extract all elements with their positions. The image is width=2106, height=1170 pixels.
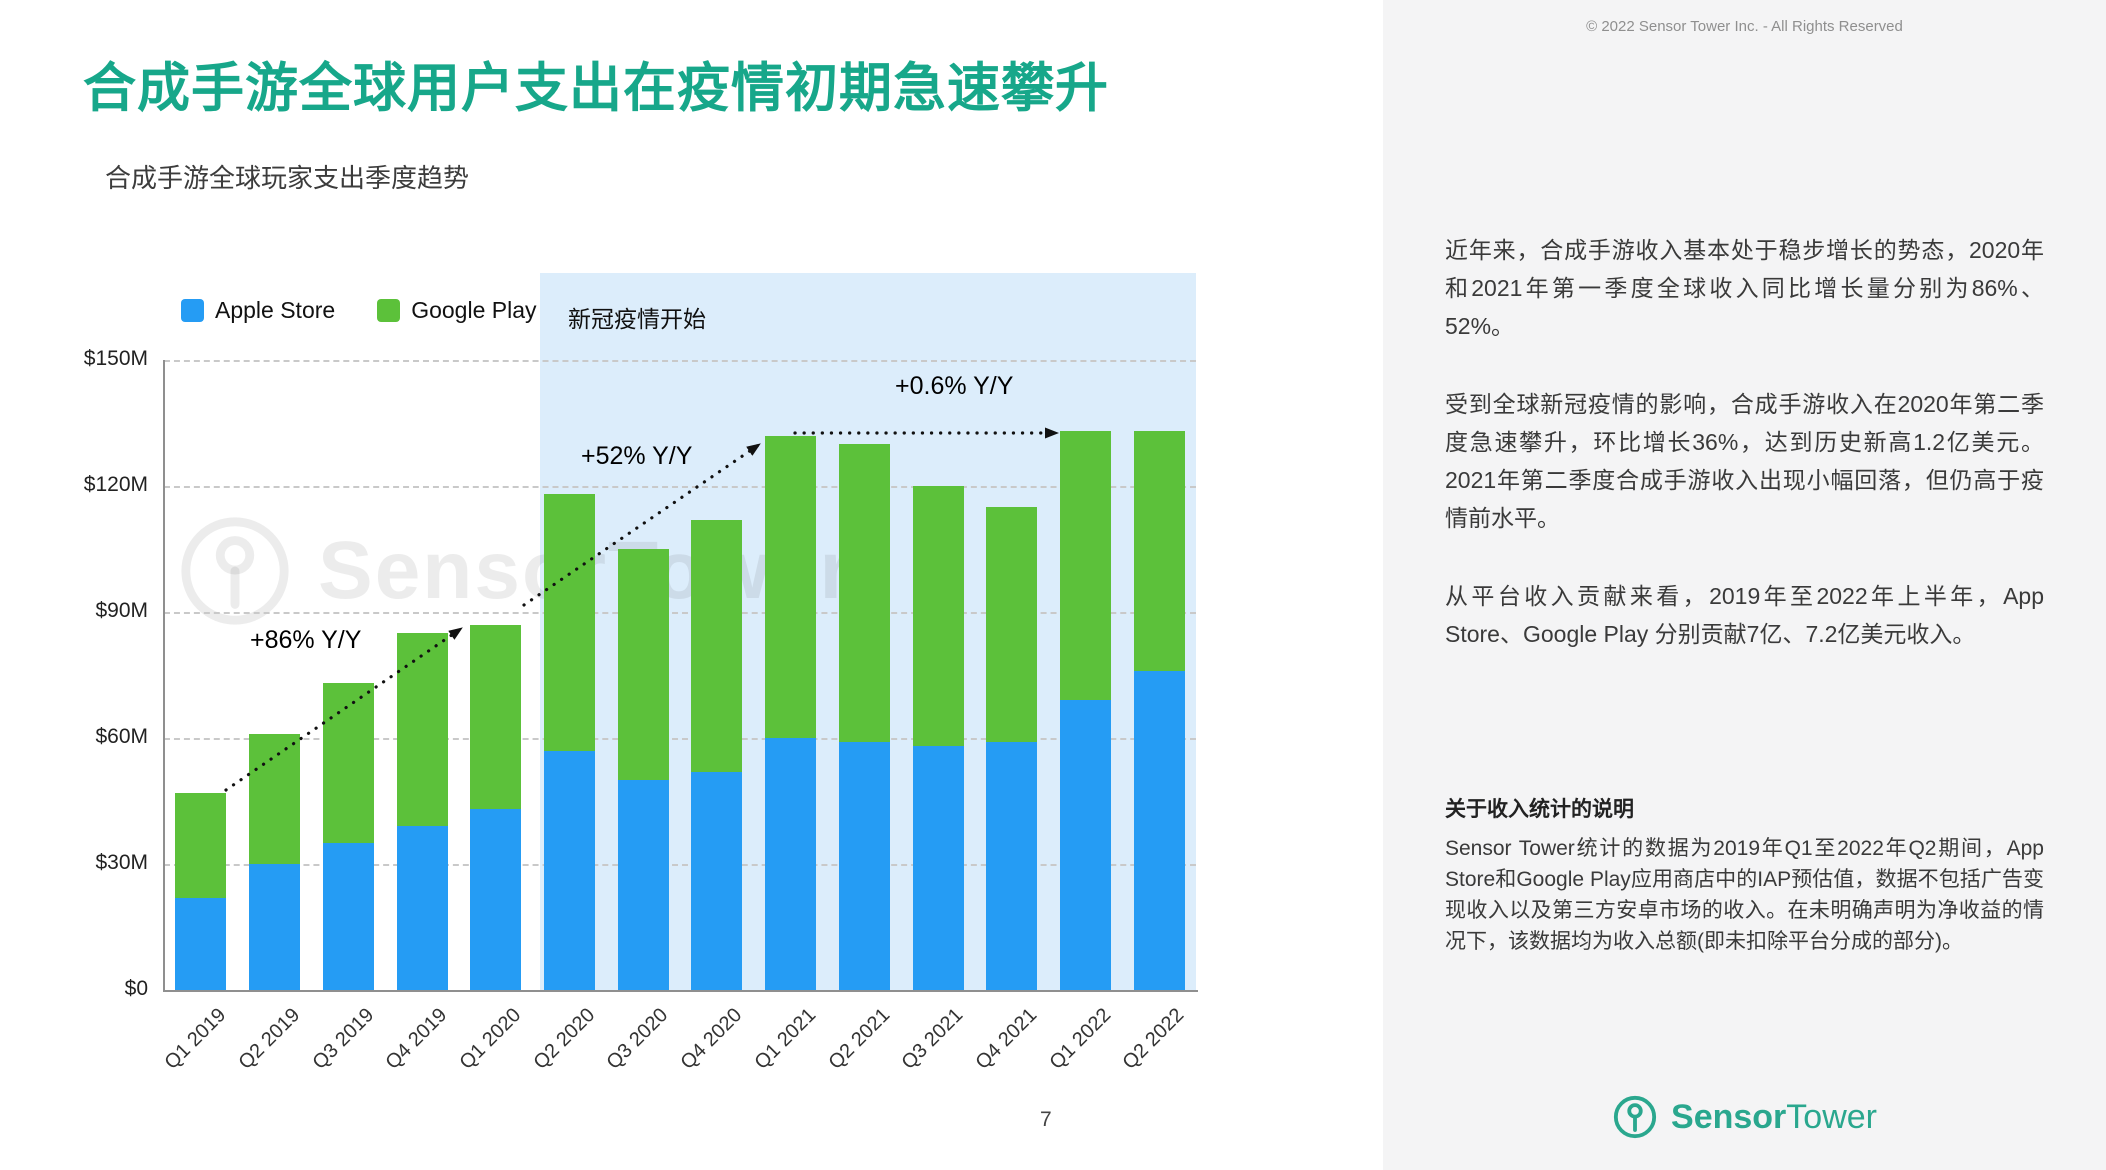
bar-segment-apple-store [322,843,374,990]
bar-segment-google-play [322,683,374,843]
google-play-swatch [377,299,401,322]
bar-q2-2019: Q2 2019 [234,360,312,1074]
bar-segment-apple-store [175,897,227,990]
note-title: 关于收入统计的说明 [1445,798,1634,821]
sidebar-body: 近年来，合成手游收入基本处于稳步增长的势态，2020年和2021年第一季度全球收… [1445,231,2044,957]
x-axis-tick-label: Q2 2020 [529,1004,600,1074]
bar-q3-2021: Q3 2021 [898,360,975,1074]
bar-segment-apple-store [543,750,595,990]
bar-segment-google-play [617,549,669,780]
x-axis-tick-label: Q2 2021 [824,1004,894,1074]
annotation-06-yy: +0.6% Y/Y [895,372,1014,400]
sidebar: © 2022 Sensor Tower Inc. - All Rights Re… [1383,0,2106,1170]
annotation-52-yy: +52% Y/Y [581,442,693,470]
bar-segment-google-play [912,486,964,747]
bar-segment-apple-store [912,746,964,990]
bar-segment-apple-store [1133,670,1185,990]
slide-title: 合成手游全球用户支出在疫情初期急速攀升 [83,59,1109,118]
y-axis-tick-label: $0 [124,977,148,1000]
bar-segment-google-play [838,444,890,743]
stacked-bar-chart: Q1 2019 Q2 2019 Q3 2019 Q4 2019 Q1 2020 Q2 20… [161,360,1196,1074]
annotation-86-yy: +86% Y/Y [250,626,362,654]
sensor-tower-logo-text: SensorTower [1671,1097,1877,1136]
chart-legend: Apple Store Google Play [181,297,537,324]
sensor-tower-logo-icon [1613,1095,1657,1139]
bar-segment-apple-store [249,864,301,990]
x-axis-tick-label: Q4 2021 [971,1004,1042,1074]
sidebar-paragraph: 近年来，合成手游收入基本处于稳步增长的势态，2020年和2021年第一季度全球收… [1445,237,2044,339]
copyright-text: © 2022 Sensor Tower Inc. - All Rights Re… [1586,18,1903,35]
note-body: Sensor Tower统计的数据为2019年Q1至2022年Q2期间，App … [1445,837,2044,953]
pandemic-start-label: 新冠疫情开始 [568,306,706,332]
bar-segment-google-play [396,633,448,827]
x-axis-tick-label: Q4 2020 [676,1004,747,1074]
bar-segment-google-play [543,494,595,751]
legend-label-google-play: Google Play [411,297,537,323]
bar-q1-2022: Q1 2022 [1045,360,1123,1074]
bar-segment-google-play [1133,431,1185,671]
sidebar-paragraph: 从平台收入贡献来看，2019年至2022年上半年，App Store、Googl… [1445,583,2044,647]
x-axis-tick-label: Q3 2020 [602,1004,673,1074]
bar-segment-apple-store [470,809,522,990]
x-axis-tick-label: Q1 2022 [1045,1004,1116,1074]
sensor-tower-watermark-icon [181,517,289,625]
bar-segment-apple-store [986,742,1038,990]
bar-q4-2019: Q4 2019 [382,360,459,1074]
y-axis-tick-label: $90M [95,599,148,622]
x-axis-tick-label: Q3 2021 [897,1004,968,1074]
bar-segment-apple-store [691,771,743,990]
bar-segment-google-play [986,507,1038,743]
bar-segment-apple-store [765,738,817,990]
bar-segment-apple-store [838,742,890,990]
legend-item-google-play: Google Play [377,297,537,324]
bar-segment-google-play [175,792,227,898]
y-axis-tick-label: $120M [83,473,148,496]
bar-q3-2019: Q3 2019 [308,360,385,1074]
y-axis-tick-label: $30M [95,851,148,874]
y-axis-tick-label: $60M [95,725,148,748]
x-axis-tick-label: Q1 2019 [160,1004,231,1074]
bar-segment-apple-store [396,826,448,990]
x-axis-line [163,990,1198,992]
bar-segment-google-play [1059,431,1111,701]
bar-q1-2021: Q1 2021 [750,360,828,1074]
bar-q2-2021: Q2 2021 [824,360,901,1074]
y-axis-tick-label: $150M [83,347,148,370]
x-axis-tick-label: Q1 2020 [455,1004,526,1074]
bar-segment-google-play [691,519,743,772]
y-axis-line [163,360,165,992]
legend-item-apple-store: Apple Store [181,297,335,324]
x-axis-tick-label: Q1 2021 [750,1004,821,1074]
apple-store-swatch [181,299,204,322]
bar-q1-2020: Q1 2020 [455,360,533,1074]
bar-q2-2022: Q2 2022 [1119,360,1196,1074]
sensor-tower-logo: SensorTower [1383,1094,2106,1140]
x-axis-tick-label: Q3 2019 [308,1004,378,1074]
bar-q1-2019: Q1 2019 [161,360,238,1074]
x-axis-tick-label: Q2 2019 [234,1004,305,1074]
bar-segment-apple-store [617,780,669,990]
chart-subtitle: 合成手游全球玩家支出季度趋势 [105,163,470,193]
x-axis-tick-label: Q4 2019 [381,1004,452,1074]
bar-segment-google-play [765,435,817,738]
legend-label-apple-store: Apple Store [215,297,336,323]
sidebar-paragraph: 受到全球新冠疫情的影响，合成手游收入在2020年第二季度急速攀升，环比增长36%… [1445,391,2044,531]
bar-segment-google-play [470,624,522,810]
bar-segment-apple-store [1059,700,1111,990]
page-number: 7 [1040,1108,1052,1131]
bar-segment-google-play [249,733,301,864]
bar-q4-2021: Q4 2021 [972,360,1049,1074]
x-axis-tick-label: Q2 2022 [1118,1004,1189,1074]
